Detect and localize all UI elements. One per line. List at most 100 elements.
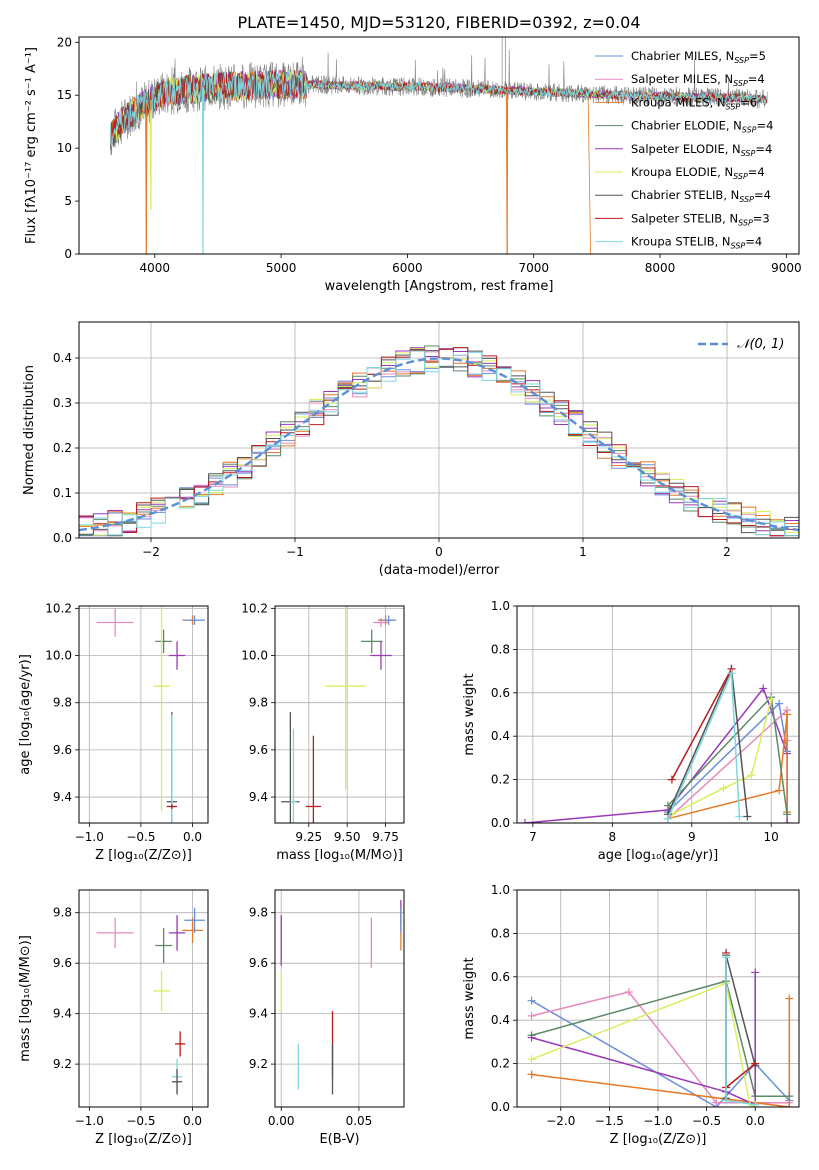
axes-mass_vs_Z: −1.0 −0.5 0.0 9.2 9.4 9.6 9.8 Z [log₁₀(Z/Z⊙)] ma…: [18, 890, 208, 1147]
observed-spectrum: [110, 49, 768, 156]
y-tick-label: 1.0: [491, 599, 510, 613]
y-tick-label: 5: [64, 194, 72, 208]
series-marker: [735, 812, 744, 821]
x-tick-label: −1.0: [643, 1114, 672, 1128]
x-tick-label: −0.5: [126, 1114, 155, 1128]
x-tick-label: 0: [435, 545, 443, 559]
series-marker: [767, 695, 776, 704]
series-line-salpeter_stelib: [671, 668, 733, 780]
series-line-chabrier_elodie: [531, 980, 790, 1097]
y-tick-label: 0.0: [53, 531, 72, 545]
series-marker: [783, 819, 792, 823]
series-marker: [743, 812, 752, 821]
axes-frame: [274, 605, 405, 824]
normal-curve: [79, 357, 799, 532]
x-tick-label: 0.0: [183, 1114, 202, 1128]
y-tick-label: 0.0: [491, 1100, 510, 1114]
x-axis-label: Z [log₁₀(Z/Z⊙)]: [95, 848, 192, 863]
axes-frame: [516, 889, 800, 1108]
y-axis-label: mass weight: [462, 957, 477, 1039]
axes-age_vs_Z: −1.0 −0.5 0.0 9.4 9.6 9.8 10.0 10.2 Z [log₁₀(Z/Z…: [18, 601, 208, 863]
series-line-kroupa_miles: [667, 714, 788, 820]
series-marker: [663, 801, 672, 810]
x-tick-label: −1.5: [595, 1114, 624, 1128]
y-tick-label: 15: [57, 88, 72, 102]
axes-frame: [78, 36, 800, 255]
y-tick-label: 0.2: [491, 1057, 510, 1071]
series-line-chabrier_elodie: [667, 695, 788, 815]
x-tick-label: 5000: [266, 261, 297, 275]
y-tick-label: 9.2: [53, 1057, 72, 1071]
y-tick-label: 10.2: [45, 601, 72, 615]
series-line-salpeter_elodie: [524, 686, 788, 823]
legend-label: Chabrier STELIB, NSSP=4: [631, 188, 771, 204]
y-tick-label: 0.1: [53, 486, 72, 500]
y-tick-label: 0.0: [491, 816, 510, 830]
series-marker: [712, 1098, 721, 1107]
y-tick-label: 10.0: [241, 649, 268, 663]
series-marker: [624, 987, 633, 996]
x-tick-label: 8: [609, 830, 617, 844]
x-tick-label: −1.0: [75, 830, 104, 844]
series-marker: [751, 1100, 760, 1107]
x-tick-label: 9.25: [295, 830, 322, 844]
series-marker: [667, 775, 676, 784]
series-marker: [785, 1103, 794, 1107]
y-tick-label: 9.8: [53, 696, 72, 710]
y-tick-label: 0.4: [53, 351, 72, 365]
x-tick-label: −0.5: [692, 1114, 721, 1128]
model-spectrum-kroupa_stelib: [110, 70, 768, 254]
y-tick-label: 9.4: [249, 1007, 268, 1021]
legend-normal: 𝒩(0, 1): [698, 337, 784, 352]
series-marker: [783, 710, 792, 719]
series-line-chabrier_miles: [531, 1000, 790, 1107]
x-tick-label: 9.50: [334, 830, 361, 844]
series-weight_vs_age: [520, 664, 792, 823]
y-axis-label: Normed distribution: [22, 365, 37, 495]
series-marker: [751, 1059, 760, 1068]
histogram-lines: [79, 345, 799, 537]
y-tick-label: 0.2: [53, 441, 72, 455]
y-tick-label: 20: [57, 35, 72, 49]
series-marker: [527, 1033, 536, 1042]
x-tick-label: 9.75: [372, 830, 399, 844]
x-axis-label: Z [log₁₀(Z/Z⊙)]: [95, 1132, 192, 1147]
series-marker: [527, 1070, 536, 1079]
series-marker: [527, 996, 536, 1005]
series-marker: [520, 819, 529, 823]
x-axis-label: wavelength [Angstrom, rest frame]: [325, 279, 554, 294]
axes-frame: [516, 605, 800, 824]
x-tick-label: 8000: [645, 261, 676, 275]
series-line-salpeter_elodie: [531, 972, 756, 1106]
histogram-kroupa_stelib: [79, 350, 799, 537]
axes-frame: [78, 889, 209, 1108]
series-line-chabrier_miles: [667, 702, 788, 813]
x-axis-label: age [log₁₀(age/yr)]: [598, 848, 719, 863]
series-marker: [727, 669, 736, 678]
series-marker: [722, 1096, 731, 1105]
y-tick-label: 9.6: [53, 956, 72, 970]
y-tick-label: 9.4: [53, 790, 72, 804]
y-tick-label: 0.4: [491, 1013, 510, 1027]
points-age_vs_Z: [96, 606, 205, 823]
y-tick-label: 10: [57, 141, 72, 155]
x-tick-label: 1: [579, 545, 587, 559]
x-tick-label: −0.5: [126, 830, 155, 844]
series-marker: [747, 771, 756, 780]
series-marker: [759, 684, 768, 693]
y-tick-label: 0.6: [491, 686, 510, 700]
y-tick-label: 0: [64, 247, 72, 261]
legend-label: Salpeter MILES, NSSP=4: [631, 72, 765, 88]
figure-title: PLATE=1450, MJD=53120, FIBERID=0392, z=0…: [237, 13, 640, 32]
series-marker: [775, 786, 784, 795]
legend-label: Chabrier ELODIE, NSSP=4: [631, 119, 773, 135]
legend-label: Kroupa ELODIE, NSSP=4: [631, 165, 765, 181]
x-tick-label: 0.0: [183, 830, 202, 844]
y-tick-label: 9.6: [249, 956, 268, 970]
x-axis-label: mass [log₁₀(M/M⊙)]: [276, 848, 403, 863]
x-tick-label: 0.05: [346, 1114, 373, 1128]
y-tick-label: 9.6: [53, 743, 72, 757]
y-axis-label: mass weight: [462, 673, 477, 755]
series-marker: [722, 953, 731, 962]
series-line-kroupa_elodie: [531, 982, 756, 1107]
